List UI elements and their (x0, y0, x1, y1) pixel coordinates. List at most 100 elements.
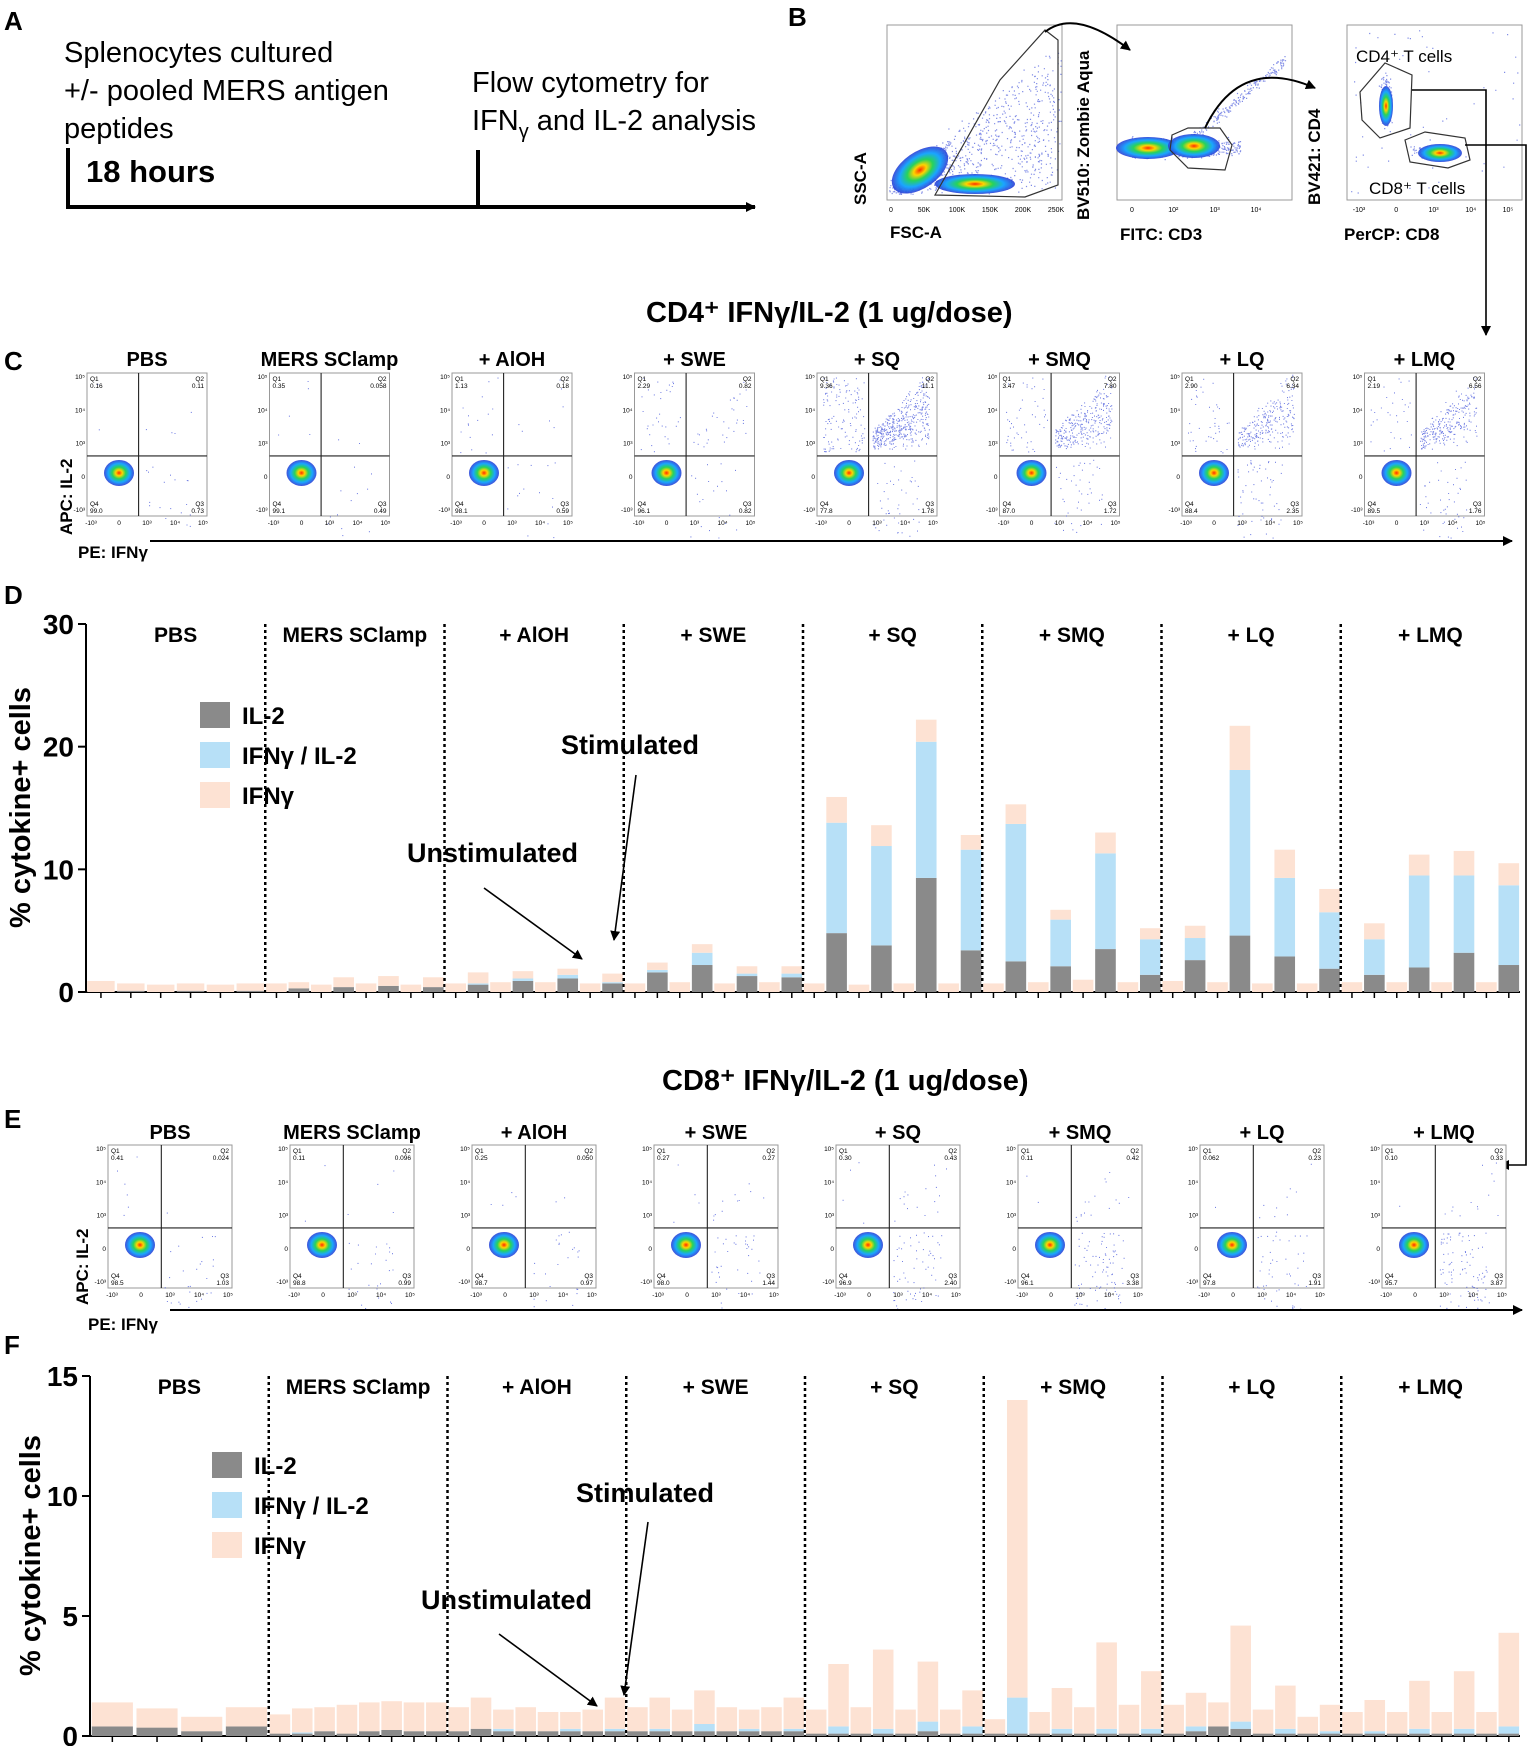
bar-segment-ifng (647, 962, 668, 970)
bar-segment-il2 (1476, 1733, 1497, 1736)
bar-segment-ifng (582, 1709, 604, 1732)
quadrant-q1-label: Q1 (111, 1148, 120, 1155)
bar-segment-ifng (960, 834, 982, 850)
bar-segment-ifng (1051, 1688, 1073, 1729)
quadrant-q2-value: 6.34 (1286, 383, 1299, 390)
flow-y-tick: -10³ (1368, 1279, 1380, 1286)
flow-y-tick: 0 (1012, 1246, 1016, 1253)
bar-segment-ifng-il2 (872, 1728, 894, 1734)
flow-y-tick: 10⁴ (987, 407, 997, 414)
bar-segment-ifng-il2 (962, 1726, 983, 1734)
flow-y-tick: 10⁴ (805, 407, 815, 414)
flow-y-tick: 0 (1194, 1246, 1198, 1253)
quadrant-q1-label: Q1 (1021, 1148, 1030, 1155)
flow-plot-frame (1017, 1144, 1143, 1289)
bar-segment-ifng (848, 984, 870, 992)
flow-y-tick: 10⁴ (824, 1179, 834, 1186)
flow-plot-title: MERS SClamp (261, 349, 399, 371)
bar-segment-il2 (602, 983, 623, 992)
flow-y-tick: 0 (264, 474, 268, 481)
quadrant-q4-value: 98.1 (455, 508, 468, 515)
bar-segment-il2 (783, 1731, 805, 1736)
lymphocyte-gate (933, 29, 1059, 198)
flow-x-tick: -10³ (1363, 520, 1375, 527)
flow-plot-frame (1199, 1144, 1325, 1289)
quadrant-q4-label: Q4 (293, 1273, 302, 1280)
panel-letter-f: F (4, 1330, 20, 1360)
quadrant-q1-label: Q1 (1203, 1148, 1212, 1155)
bar-segment-ifng (378, 976, 399, 986)
flow-plot-frame (269, 372, 390, 517)
bar-segment-il2 (176, 990, 205, 992)
bar-segment-ifng (1029, 1712, 1050, 1734)
quadrant-q2-value: 0.33 (1490, 1155, 1503, 1162)
bar-segment-ifng-il2 (694, 1724, 715, 1732)
flow-text-line-2: IFNγ and IL-2 analysis (472, 105, 756, 143)
bar-segment-il2 (470, 1728, 492, 1736)
bar-segment-ifng (206, 984, 235, 992)
bar-segment-ifng (738, 1709, 760, 1729)
flow-y-tick: 10⁴ (257, 407, 267, 414)
x-tick-label: 10³ (1210, 207, 1221, 214)
flow-x-tick: 10⁴ (535, 520, 545, 527)
gating-plot-cd4-cd8: CD4⁺ T cells CD8⁺ T cells BV421: CD4 Per… (1305, 24, 1523, 244)
bar-segment-ifng-il2 (1364, 939, 1385, 975)
panel-c-x-axis: PE: IFNγ (78, 543, 148, 562)
flow-x-tick: 10⁵ (587, 1292, 597, 1299)
flow-y-tick: 10³ (643, 1213, 653, 1220)
bar-segment-ifng (803, 983, 825, 992)
flow-x-tick: 10³ (1055, 520, 1065, 527)
y-tick-label: 10 (43, 854, 74, 885)
flow-plot-frame (835, 1144, 961, 1289)
flow-y-tick: -10³ (803, 507, 815, 514)
flow-x-tick: 10⁵ (928, 520, 938, 527)
flow-y-tick: -10³ (1168, 507, 1180, 514)
quadrant-q3-value: 0.59 (556, 508, 569, 515)
gate-label-cd4: CD4⁺ T cells (1356, 47, 1452, 66)
quadrant-q2-label: Q2 (1130, 1148, 1139, 1155)
flow-plot-title: + LQ (1219, 349, 1264, 371)
bar-segment-ifng-il2 (691, 952, 713, 966)
bar-segment-ifng (1408, 854, 1430, 876)
flow-x-tick: 10⁴ (900, 520, 910, 527)
annotation-unstimulated: Unstimulated (421, 1585, 592, 1615)
gating-plot-fsc-ssc: SSC-A FSC-A 0 50K 100K 150K 200K 250K (851, 24, 1064, 242)
bar-segment-ifng (602, 973, 623, 983)
bar-segment-ifng-il2 (915, 741, 937, 878)
quadrant-q4-value: 98.5 (111, 1280, 124, 1287)
bar-segment-ifng (983, 983, 1004, 992)
bar-segment-il2 (336, 1733, 358, 1736)
live-cd3-gate (1169, 127, 1233, 171)
annotation-stimulated: Stimulated (576, 1478, 714, 1508)
bar-segment-ifng (1230, 1625, 1251, 1722)
bar-segment-il2 (557, 978, 579, 992)
bar-segment-ifng-il2 (828, 1726, 849, 1734)
bar-segment-ifng (314, 1707, 335, 1732)
bar-segment-ifng (1207, 982, 1228, 992)
cd8-cytokine-bar-chart: 0 5 10 15 % cytokine+ cells PBS MERS SClamp + A… (15, 1361, 1520, 1746)
flow-x-tick: 0 (1030, 520, 1034, 527)
bar-segment-ifng-il2 (467, 983, 489, 985)
flow-y-tick: 10⁵ (805, 374, 815, 381)
bar-segment-ifng-il2 (871, 846, 892, 946)
bar-segment-il2 (136, 1727, 178, 1736)
x-tick-label: 0 (1130, 207, 1134, 214)
flow-y-tick: 10³ (1189, 1213, 1199, 1220)
bar-segment-il2 (236, 990, 265, 992)
bar-segment-il2 (828, 1733, 849, 1736)
density-hotspot (1168, 134, 1220, 158)
bar-segment-il2 (448, 1731, 469, 1736)
flow-plot-title: + SQ (875, 1122, 921, 1144)
quadrant-q3-value: 1.76 (1469, 508, 1482, 515)
quadrant-q3-value: 3.87 (1490, 1280, 1503, 1287)
bar-segment-ifng (1498, 1632, 1520, 1727)
bar-segment-ifng (805, 1709, 827, 1734)
density-hotspot (1418, 144, 1462, 162)
bar-segment-ifng (515, 1707, 536, 1732)
y-tick-label: 10 (47, 1481, 78, 1512)
bar-segment-il2 (1050, 966, 1071, 992)
quadrant-q1-label: Q1 (820, 376, 829, 383)
quadrant-q2-label: Q2 (402, 1148, 411, 1155)
flow-x-tick: 10³ (893, 1292, 903, 1299)
